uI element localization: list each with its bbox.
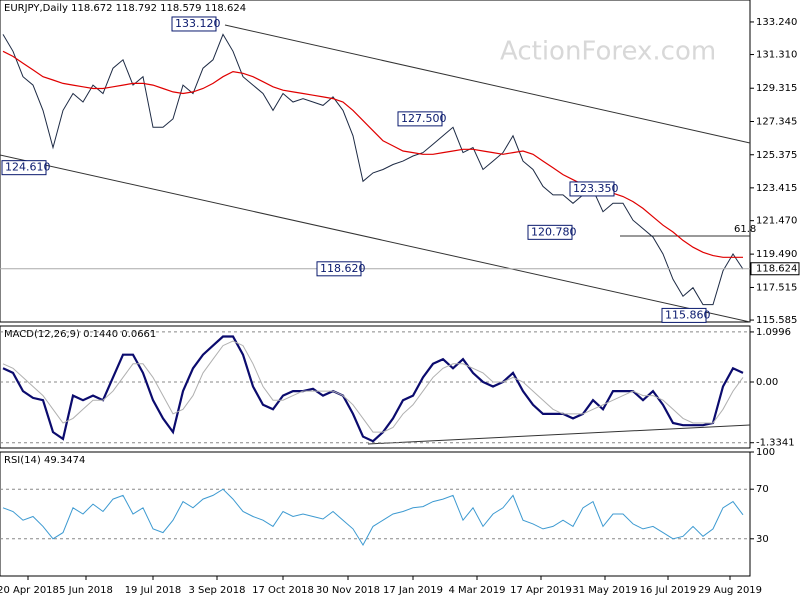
macd-trendline xyxy=(367,424,751,445)
annotation-box xyxy=(397,111,443,127)
series-line xyxy=(2,340,744,433)
x-tick-label: 16 Jul 2019 xyxy=(640,585,697,596)
x-tick-label: 17 Apr 2019 xyxy=(510,585,572,596)
x-tick-label: 29 Aug 2019 xyxy=(698,585,762,596)
last-price-box xyxy=(750,262,800,276)
x-tick-label: 31 May 2019 xyxy=(572,585,637,596)
x-tick-label: 20 Apr 2018 xyxy=(0,585,59,596)
annotation-label: 133.120 xyxy=(175,17,221,30)
x-tick-label: 5 Jun 2018 xyxy=(59,585,113,596)
annotation-box xyxy=(316,261,362,277)
watermark: ActionForex.com xyxy=(500,37,716,67)
series-line xyxy=(2,50,743,258)
annotation-label: 124.610 xyxy=(5,161,51,174)
y-tick-label: 125.375 xyxy=(756,150,797,161)
channel-upper xyxy=(224,24,751,144)
series-line xyxy=(2,335,744,443)
annotation-label: 123.350 xyxy=(573,182,619,195)
y-tick-label: 70 xyxy=(756,484,769,495)
last-price-label: 118.624 xyxy=(756,264,797,275)
series-line xyxy=(2,488,744,546)
y-tick-label: 100 xyxy=(756,447,775,458)
annotation-box xyxy=(569,181,615,197)
y-tick-label: -1.3341 xyxy=(756,438,795,449)
y-tick-label: 117.515 xyxy=(756,282,797,293)
x-tick-label: 17 Jan 2019 xyxy=(383,585,443,596)
y-tick-label: 121.470 xyxy=(756,216,797,227)
fib-label: 61.8 xyxy=(734,224,756,235)
annotation-box xyxy=(661,307,707,323)
annotation-box xyxy=(1,160,47,176)
y-tick-label: 127.345 xyxy=(756,116,797,127)
y-tick-label: 0.00 xyxy=(756,377,778,388)
rsi-panel xyxy=(0,451,751,577)
macd-title: MACD(12,26,9) 0.1440 0.0661 xyxy=(4,329,156,340)
annotation-label: 127.500 xyxy=(401,112,447,125)
macd-panel xyxy=(0,325,751,449)
y-tick-label: 119.490 xyxy=(756,249,797,260)
price-panel xyxy=(0,0,751,323)
x-tick-label: 17 Oct 2018 xyxy=(252,585,314,596)
x-tick-label: 3 Sep 2018 xyxy=(188,585,245,596)
price-title: EURJPY,Daily 118.672 118.792 118.579 118… xyxy=(4,3,246,14)
y-tick-label: 1.0996 xyxy=(756,327,791,338)
y-tick-label: 133.240 xyxy=(756,17,797,28)
y-tick-label: 129.315 xyxy=(756,83,797,94)
annotation-box xyxy=(171,16,217,32)
rsi-title: RSI(14) 49.3474 xyxy=(4,455,85,466)
x-tick-label: 4 Mar 2019 xyxy=(448,585,505,596)
annotation-box xyxy=(527,224,573,240)
x-tick-label: 19 Jul 2018 xyxy=(125,585,182,596)
annotation-label: 115.860 xyxy=(665,308,711,321)
y-tick-label: 30 xyxy=(756,534,769,545)
annotation-label: 120.780 xyxy=(531,225,577,238)
channel-lower xyxy=(0,154,751,323)
annotation-label: 118.620 xyxy=(320,262,366,275)
y-tick-label: 123.415 xyxy=(756,183,797,194)
series-line xyxy=(2,33,744,306)
y-tick-label: 115.585 xyxy=(756,315,797,326)
x-tick-label: 30 Nov 2018 xyxy=(316,585,380,596)
y-tick-label: 131.310 xyxy=(756,50,797,61)
